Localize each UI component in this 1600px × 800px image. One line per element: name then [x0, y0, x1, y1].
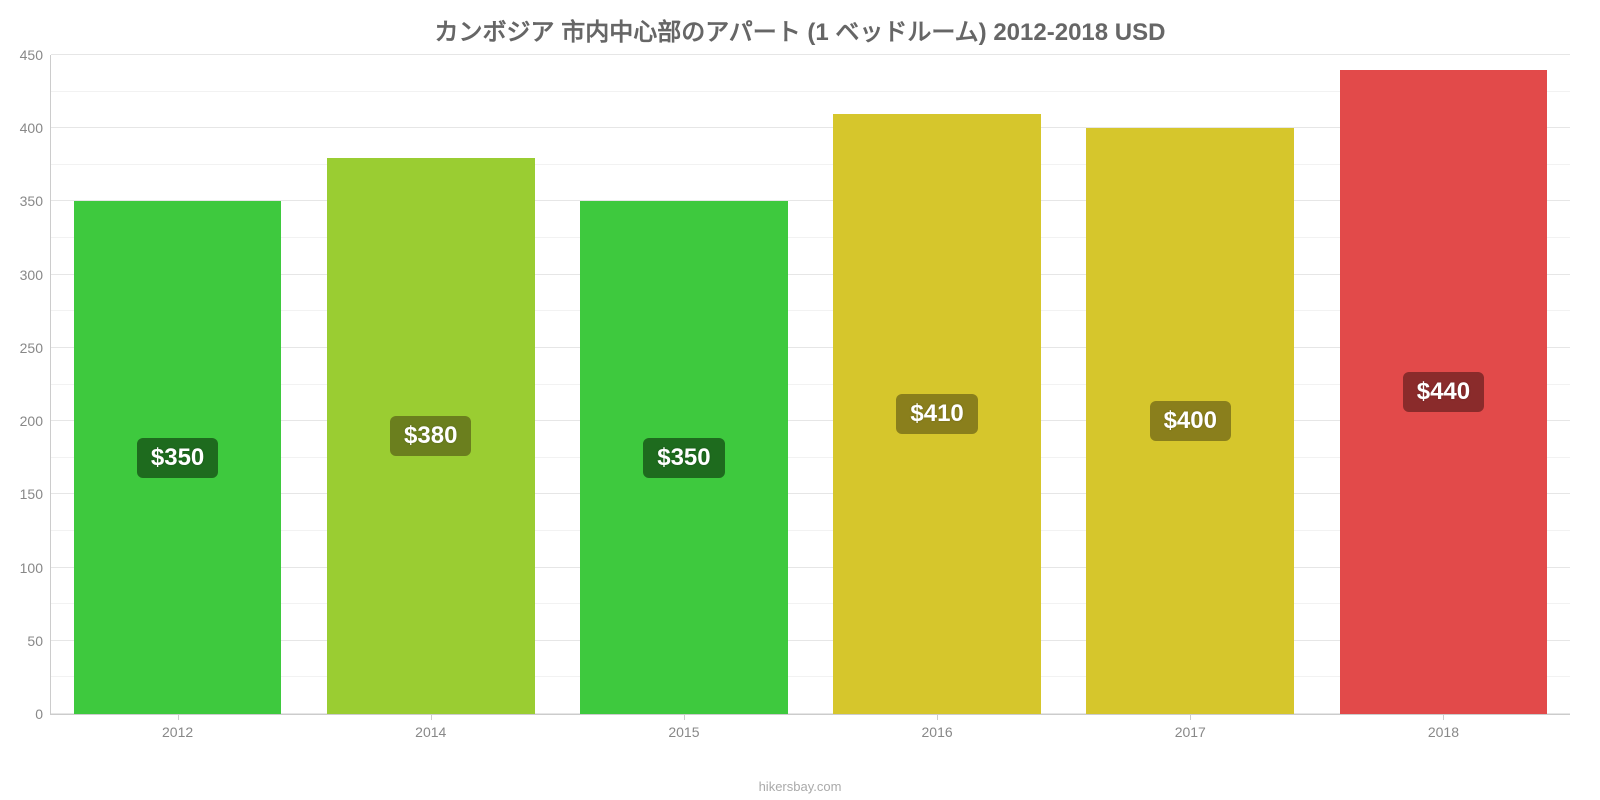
xtick-label: 2018 [1428, 714, 1459, 740]
ytick-label: 250 [20, 340, 51, 356]
ytick-label: 50 [27, 633, 51, 649]
bar-value-label: $410 [896, 394, 977, 434]
ytick-label: 0 [35, 706, 51, 722]
ytick-label: 300 [20, 267, 51, 283]
chart-area: $3502012$3802014$3502015$4102016$4002017… [50, 55, 1570, 740]
bar-value-label: $380 [390, 416, 471, 456]
xtick-label: 2016 [922, 714, 953, 740]
bar: $350 [580, 201, 788, 714]
ytick-label: 400 [20, 120, 51, 136]
bar-value-label: $400 [1150, 401, 1231, 441]
bar-slot: $4102016 [811, 55, 1064, 714]
ytick-label: 200 [20, 413, 51, 429]
bar: $350 [74, 201, 282, 714]
ytick-label: 100 [20, 560, 51, 576]
xtick-label: 2014 [415, 714, 446, 740]
ytick-label: 450 [20, 47, 51, 63]
bar-value-label: $350 [137, 438, 218, 478]
xtick-label: 2012 [162, 714, 193, 740]
xtick-label: 2015 [668, 714, 699, 740]
bar: $410 [833, 114, 1041, 714]
bar-slot: $4002017 [1064, 55, 1317, 714]
plot-area: $3502012$3802014$3502015$4102016$4002017… [50, 55, 1570, 715]
ytick-label: 150 [20, 486, 51, 502]
bar-slot: $4402018 [1317, 55, 1570, 714]
bar-slot: $3502015 [557, 55, 810, 714]
bar: $400 [1086, 128, 1294, 714]
ytick-label: 350 [20, 193, 51, 209]
bar-value-label: $440 [1403, 372, 1484, 412]
bar: $380 [327, 158, 535, 714]
chart-title: カンボジア 市内中心部のアパート (1 ベッドルーム) 2012-2018 US… [0, 0, 1600, 47]
bar-slot: $3802014 [304, 55, 557, 714]
bar-value-label: $350 [643, 438, 724, 478]
bar-slot: $3502012 [51, 55, 304, 714]
bar: $440 [1340, 70, 1548, 714]
xtick-label: 2017 [1175, 714, 1206, 740]
source-label: hikersbay.com [0, 779, 1600, 794]
bars-container: $3502012$3802014$3502015$4102016$4002017… [51, 55, 1570, 714]
